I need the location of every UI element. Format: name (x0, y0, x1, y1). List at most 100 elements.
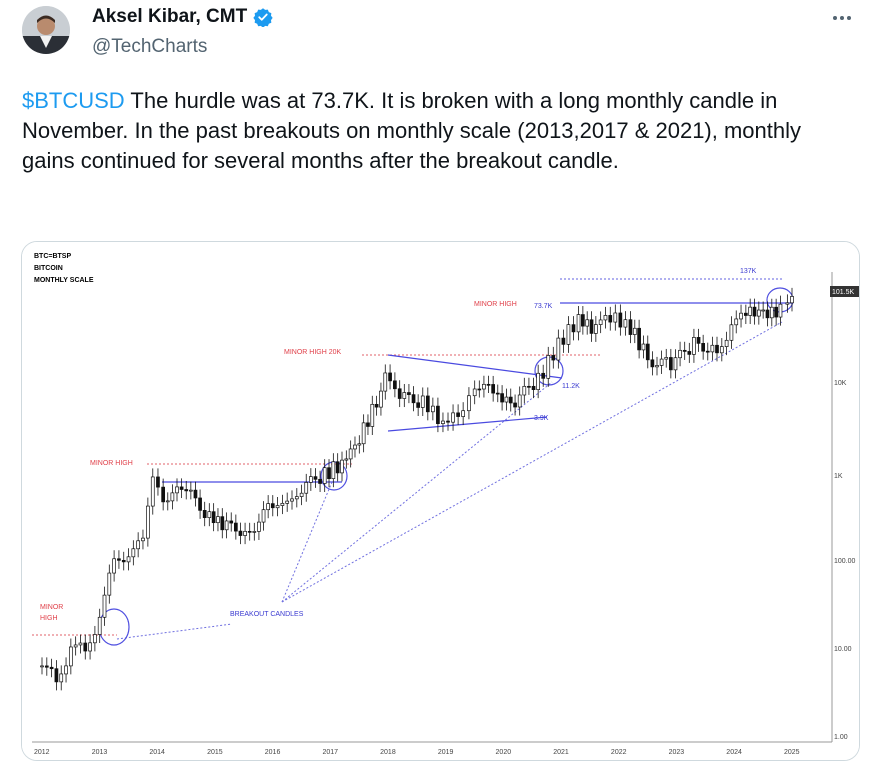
candle-body (491, 384, 496, 394)
candle-body (765, 309, 770, 319)
candle-body (193, 489, 198, 499)
candle-body (211, 511, 216, 524)
candle-body (551, 355, 556, 361)
annotation-minor-2: MINOR HIGH (90, 460, 133, 467)
candle-body (571, 324, 576, 333)
candle-body (451, 412, 455, 423)
candle-body (313, 476, 318, 480)
candle-body (252, 531, 257, 533)
avatar[interactable] (22, 6, 70, 54)
candle-body (461, 410, 466, 417)
candle-body (243, 530, 247, 536)
candle-body (593, 324, 598, 334)
candle-body (668, 357, 673, 371)
candle-body (517, 394, 522, 408)
candle-body (136, 540, 141, 550)
candle-body (641, 343, 646, 351)
candle-body (220, 516, 225, 531)
candle-body (49, 666, 54, 670)
x-tick-2018: 2018 (380, 749, 396, 756)
candle-body (598, 319, 603, 325)
candle-body (59, 673, 64, 683)
candle-body (266, 503, 271, 511)
candle-body (388, 372, 392, 382)
candle-body (522, 385, 527, 396)
candle-body (285, 500, 290, 504)
candle-body (411, 394, 416, 404)
y-tick-1k: 1K (834, 473, 843, 480)
last-price-box (830, 286, 859, 297)
candle-body (54, 668, 59, 683)
candle-body (121, 559, 126, 563)
candle-body (608, 315, 613, 323)
candle-body (229, 520, 234, 524)
candle-body (715, 344, 719, 354)
candle-body (585, 319, 590, 327)
candle-body (308, 476, 313, 483)
chart-title-1: BTC=BTSP (34, 253, 71, 260)
candle-body (198, 497, 202, 511)
candle-body (280, 502, 285, 506)
author-name[interactable]: Aksel Kibar, CMT (92, 6, 248, 27)
candle-body (456, 412, 460, 417)
candle-body (170, 492, 175, 502)
x-tick-2016: 2016 (265, 749, 281, 756)
x-tick-2015: 2015 (207, 749, 223, 756)
candle-body (682, 349, 687, 352)
annotation-3k: 3.9K (534, 415, 549, 422)
x-tick-2021: 2021 (553, 749, 569, 756)
chart-title-3: MONTHLY SCALE (34, 277, 94, 284)
candle-body (431, 405, 435, 413)
annotation-breakout: BREAKOUT CANDLES (230, 611, 304, 618)
more-horizontal-icon[interactable] (833, 16, 857, 24)
candle-body (73, 644, 78, 648)
candle-body (739, 312, 743, 320)
candle-body (207, 511, 212, 519)
author-handle[interactable]: @TechCharts (92, 36, 208, 57)
candle-body (664, 357, 669, 360)
candle-body (655, 365, 659, 368)
candle-body (637, 327, 641, 351)
candle-body (344, 458, 349, 461)
cashtag-link[interactable]: $BTCUSD (22, 88, 125, 113)
candle-body (348, 448, 353, 460)
annotation-11k: 11.2K (562, 383, 580, 390)
candle-body (546, 355, 551, 379)
candle-body (446, 420, 450, 423)
candle-body (724, 339, 729, 347)
candle-body (78, 642, 83, 646)
candle-body (88, 642, 92, 652)
candle-body (687, 351, 692, 355)
verified-badge-icon (253, 8, 273, 27)
candle-body (93, 634, 97, 644)
candle-body (785, 302, 790, 305)
candle-body (500, 393, 504, 403)
tweet-body: The hurdle was at 73.7K. It is broken wi… (22, 88, 802, 173)
candle-body (68, 646, 73, 667)
candle-body (270, 503, 275, 509)
candle-body (650, 359, 655, 368)
last-price-label: 101.5K (832, 289, 855, 296)
candle-body (508, 396, 513, 404)
candle-body (790, 296, 794, 304)
candle-body (247, 530, 252, 533)
candle-body (357, 443, 362, 446)
candle-body (756, 309, 761, 317)
tweet-media-chart[interactable]: BTC=BTSP BITCOIN MONTHLY SCALE 1.00 10.0… (21, 241, 860, 761)
candle-body (299, 492, 304, 497)
candle-body (361, 422, 366, 445)
annotation-minor-1a: MINOR (40, 604, 63, 611)
candle-body (467, 395, 471, 412)
y-tick-10k: 10K (834, 380, 847, 387)
bitcoin-monthly-chart: BTC=BTSP BITCOIN MONTHLY SCALE 1.00 10.0… (22, 242, 859, 760)
candle-body (623, 319, 628, 328)
candle-body (482, 383, 486, 390)
y-tick-1: 1.00 (834, 734, 848, 741)
candle-body (486, 383, 491, 386)
x-tick-2012: 2012 (34, 749, 50, 756)
candle-body (224, 520, 229, 531)
candle-body (97, 616, 102, 635)
candle-body (179, 486, 184, 490)
y-tick-100: 100.00 (834, 558, 856, 565)
candle-body (216, 516, 220, 524)
